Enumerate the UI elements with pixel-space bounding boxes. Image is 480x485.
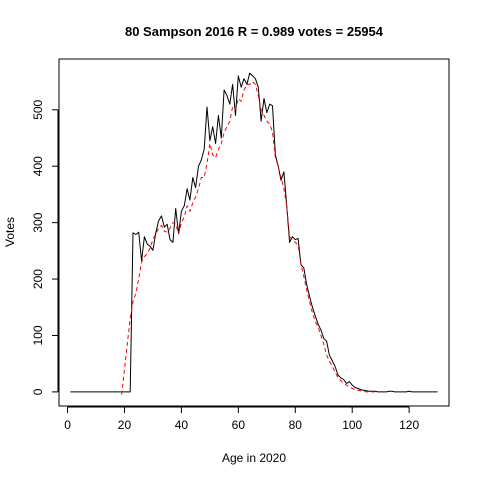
series-layer xyxy=(70,72,438,395)
chart-title: 80 Sampson 2016 R = 0.989 votes = 25954 xyxy=(125,24,384,39)
x-tick-label: 0 xyxy=(64,418,71,432)
dashed-series-line xyxy=(121,81,375,395)
y-tick-label: 100 xyxy=(31,325,45,345)
x-tick-label: 40 xyxy=(175,418,189,432)
x-axis: 0 20 40 60 80 100 120 xyxy=(64,406,419,432)
x-tick-label: 120 xyxy=(399,418,419,432)
plot-frame xyxy=(58,58,450,407)
y-tick-label: 0 xyxy=(31,388,45,395)
y-axis-title: Votes xyxy=(3,217,17,247)
x-tick-label: 20 xyxy=(118,418,132,432)
y-tick-label: 200 xyxy=(31,269,45,289)
x-tick-label: 60 xyxy=(232,418,246,432)
x-axis-title: Age in 2020 xyxy=(222,451,286,465)
x-tick-label: 100 xyxy=(342,418,362,432)
x-tick-label: 80 xyxy=(289,418,303,432)
y-tick-label: 500 xyxy=(31,99,45,119)
y-tick-label: 400 xyxy=(31,156,45,176)
solid-series-line xyxy=(70,72,438,393)
y-tick-label: 300 xyxy=(31,212,45,232)
y-axis: 0 100 200 300 400 500 xyxy=(31,99,59,395)
